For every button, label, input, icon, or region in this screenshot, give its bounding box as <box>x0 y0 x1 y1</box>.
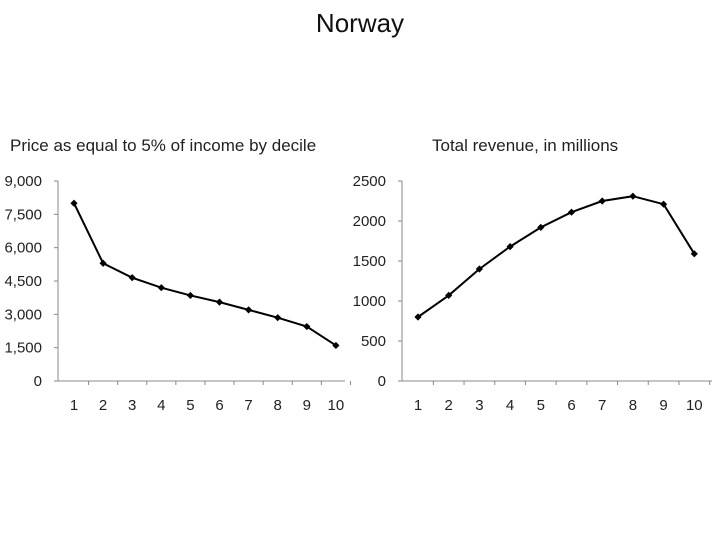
x-tick-label: 9 <box>303 397 311 414</box>
x-tick-label: 3 <box>475 397 483 414</box>
y-tick-label: 0 <box>378 373 386 390</box>
series-line <box>73 202 337 347</box>
data-point <box>537 223 545 231</box>
x-tick-label: 5 <box>186 397 194 414</box>
y-tick-label: 2000 <box>353 213 386 230</box>
x-tick-label: 3 <box>128 397 136 414</box>
chart-title: Price as equal to 5% of income by decile <box>10 136 316 155</box>
y-tick-label: 3,000 <box>4 306 42 323</box>
data-point <box>245 306 253 314</box>
x-tick-label: 7 <box>244 397 252 414</box>
data-point <box>215 298 224 306</box>
data-point <box>303 322 311 331</box>
y-tick-label: 2500 <box>353 173 386 190</box>
y-tick-label: 9,000 <box>4 173 42 190</box>
data-point <box>445 291 453 299</box>
x-tick-label: 4 <box>506 397 514 414</box>
x-tick-label: 2 <box>445 397 453 414</box>
data-point <box>506 243 514 251</box>
y-tick-label: 1,500 <box>4 340 42 357</box>
data-point <box>99 259 107 267</box>
chart-price-by-decile: Price as equal to 5% of income by decile… <box>4 136 351 414</box>
y-tick-label: 7,500 <box>4 206 42 223</box>
y-tick-label: 500 <box>361 333 386 350</box>
data-point <box>157 284 165 292</box>
y-tick-label: 4,500 <box>4 273 42 290</box>
x-tick-label: 1 <box>414 397 422 414</box>
data-point <box>598 197 606 205</box>
x-tick-label: 10 <box>686 397 703 414</box>
data-point <box>660 200 668 208</box>
y-tick-label: 1500 <box>353 253 386 270</box>
x-tick-label: 4 <box>157 397 165 414</box>
chart-total-revenue: Total revenue, in millions 0 500 1000 1500 2… <box>353 136 712 414</box>
data-point <box>70 199 78 207</box>
data-point <box>274 314 282 322</box>
data-point <box>186 291 194 300</box>
y-tick-label: 0 <box>34 373 42 390</box>
x-tick-label: 1 <box>70 397 78 414</box>
series-line <box>417 195 696 318</box>
y-tick-label: 1000 <box>353 293 386 310</box>
data-point <box>690 250 698 258</box>
x-tick-label: 6 <box>567 397 575 414</box>
data-point <box>475 265 483 273</box>
slide-title: Norway <box>315 8 405 38</box>
data-point <box>332 341 340 350</box>
x-tick-label: 8 <box>629 397 637 414</box>
x-tick-label: 2 <box>99 397 107 414</box>
x-tick-label: 6 <box>215 397 223 414</box>
x-tick-label: 5 <box>537 397 545 414</box>
data-point <box>629 192 637 200</box>
y-tick-label: 6,000 <box>4 240 42 257</box>
data-point <box>567 208 576 216</box>
x-tick-label: 7 <box>598 397 606 414</box>
x-tick-label: 8 <box>274 397 282 414</box>
data-point <box>128 274 136 282</box>
x-tick-label: 10 <box>328 397 345 414</box>
chart-title: Total revenue, in millions <box>432 136 618 155</box>
data-point <box>414 313 422 321</box>
x-tick-label: 9 <box>659 397 667 414</box>
